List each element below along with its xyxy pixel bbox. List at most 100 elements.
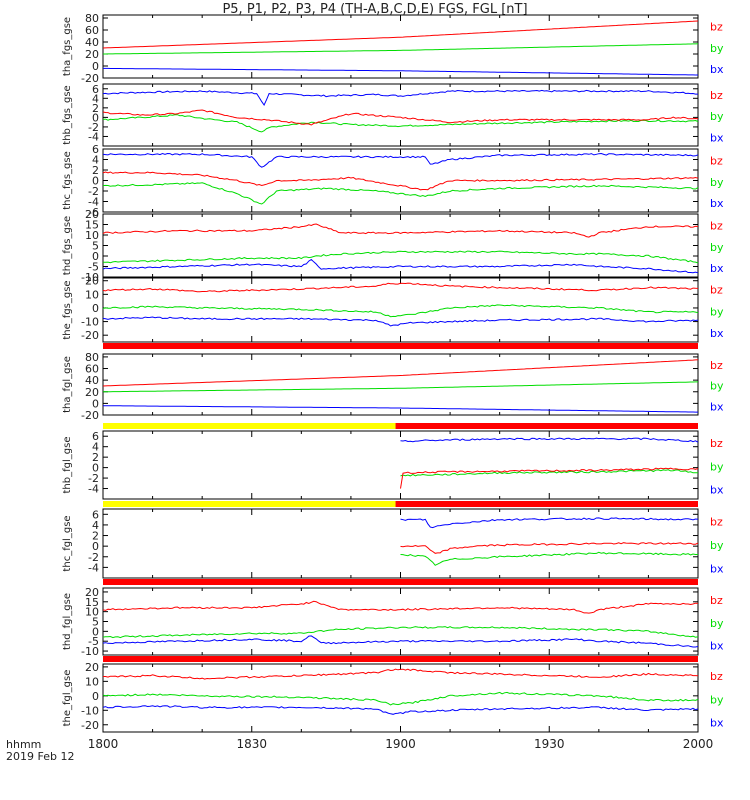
legend-bx: bx [710, 640, 724, 653]
x-tick-label: 1930 [534, 737, 565, 751]
legend-by: by [710, 176, 724, 189]
y-tick-label: -2 [88, 185, 99, 198]
panel-frame [102, 663, 699, 733]
legend-bx: bx [710, 131, 724, 144]
time-unit-label: hhmm [6, 738, 41, 751]
series-line-bz [102, 600, 699, 614]
series-line-bz [400, 467, 699, 489]
y-tick-label: 5 [92, 616, 99, 629]
y-tick-label: 60 [85, 363, 99, 376]
legend-bz: bz [710, 359, 723, 372]
x-tick-label: 2000 [683, 737, 714, 751]
series-line-by [102, 250, 699, 264]
y-tick-label: 6 [92, 430, 99, 443]
y-tick-label: -10 [81, 704, 99, 717]
y-tick-label: 20 [85, 48, 99, 61]
legend-bz: bz [710, 20, 723, 33]
series-line-bx [102, 152, 699, 168]
y-tick-label: 4 [92, 92, 99, 105]
y-tick-label: 6 [92, 83, 99, 96]
series-line-bx [102, 705, 699, 715]
y-tick-label: -10 [81, 316, 99, 329]
y-tick-label: -2 [88, 472, 99, 485]
date-label: 2019 Feb 12 [6, 750, 74, 763]
y-tick-label: 10 [85, 675, 99, 688]
series-line-bx [103, 67, 698, 76]
y-tick-label: 0 [92, 175, 99, 188]
x-tick-label: 1800 [88, 737, 119, 751]
series-line-by [102, 691, 699, 706]
series-line-by [103, 43, 699, 55]
series-line-by [102, 304, 699, 318]
y-tick-label: 4 [92, 441, 99, 454]
status-bar-red [103, 343, 698, 349]
chart-title: P5, P1, P2, P3, P4 (TH-A,B,C,D,E) FGS, F… [222, 2, 528, 17]
legend-by: by [710, 617, 724, 630]
series-line-bz [102, 171, 699, 191]
y-tick-label: 0 [92, 462, 99, 475]
y-tick-label: -5 [88, 261, 99, 274]
status-bar-red [103, 579, 698, 585]
legend-by: by [710, 42, 724, 55]
y-tick-label: -20 [81, 72, 99, 85]
y-tick-label: 0 [92, 111, 99, 124]
y-tick-label: 40 [85, 36, 99, 49]
panel-frame [102, 587, 699, 656]
y-tick-label: 0 [92, 250, 99, 263]
series-line-by [102, 626, 699, 639]
y-tick-label: 0 [92, 60, 99, 73]
y-tick-label: 0 [92, 302, 99, 315]
y-tick-label: -2 [88, 551, 99, 564]
panel-frame [102, 83, 699, 147]
series-line-bz [400, 542, 699, 554]
y-tick-label: -20 [81, 409, 99, 422]
legend-bz: bz [710, 219, 723, 232]
y-tick-label: 4 [92, 154, 99, 167]
legend-by: by [710, 380, 724, 393]
legend-bx: bx [710, 400, 724, 413]
panel-ylabel: the_fgl_gse [62, 670, 73, 727]
series-line-bz [102, 109, 699, 126]
panel-ylabel: thd_fgl_gse [62, 593, 73, 650]
y-tick-label: 0 [92, 690, 99, 703]
legend-bz: bz [710, 89, 723, 102]
y-tick-label: -20 [81, 329, 99, 342]
legend-bx: bx [710, 327, 724, 340]
panel-ylabel: tha_fgs_gse [62, 17, 73, 76]
y-tick-label: -10 [81, 645, 99, 658]
y-tick-label: 10 [85, 229, 99, 242]
series-line-bz [102, 20, 699, 49]
y-tick-label: 4 [92, 519, 99, 532]
legend-bx: bx [710, 562, 724, 575]
series-line-bz [103, 668, 699, 680]
series-line-bx [102, 89, 698, 106]
y-tick-label: 6 [92, 508, 99, 521]
y-tick-label: -5 [88, 635, 99, 648]
series-line-bz [102, 282, 699, 293]
panel-ylabel: thc_fgl_gse [62, 515, 73, 571]
y-tick-label: 80 [85, 351, 99, 364]
series-line-bx [102, 258, 699, 274]
y-tick-label: -6 [88, 206, 99, 219]
legend-bz: bz [710, 437, 723, 450]
panel-ylabel: tha_fgl_gse [62, 356, 73, 413]
y-tick-label: 40 [85, 374, 99, 387]
y-tick-label: 2 [92, 451, 99, 464]
panel-ylabel: thb_fgl_gse [62, 437, 73, 494]
status-bar-yellow [103, 423, 396, 429]
x-tick-label: 1900 [385, 737, 416, 751]
status-bar-red [395, 501, 698, 507]
y-tick-label: 15 [85, 219, 99, 232]
y-tick-label: 2 [92, 102, 99, 115]
legend-bz: bz [710, 670, 723, 683]
series-line-by [102, 381, 698, 393]
y-tick-label: 6 [92, 143, 99, 156]
status-bar-red [395, 423, 698, 429]
legend-bx: bx [710, 716, 724, 729]
y-tick-label: -10 [81, 271, 99, 284]
legend-bz: bz [710, 515, 723, 528]
panel-ylabel: thd_fgs_gse [62, 216, 73, 275]
y-tick-label: -4 [88, 196, 99, 209]
y-tick-label: 20 [85, 586, 99, 599]
